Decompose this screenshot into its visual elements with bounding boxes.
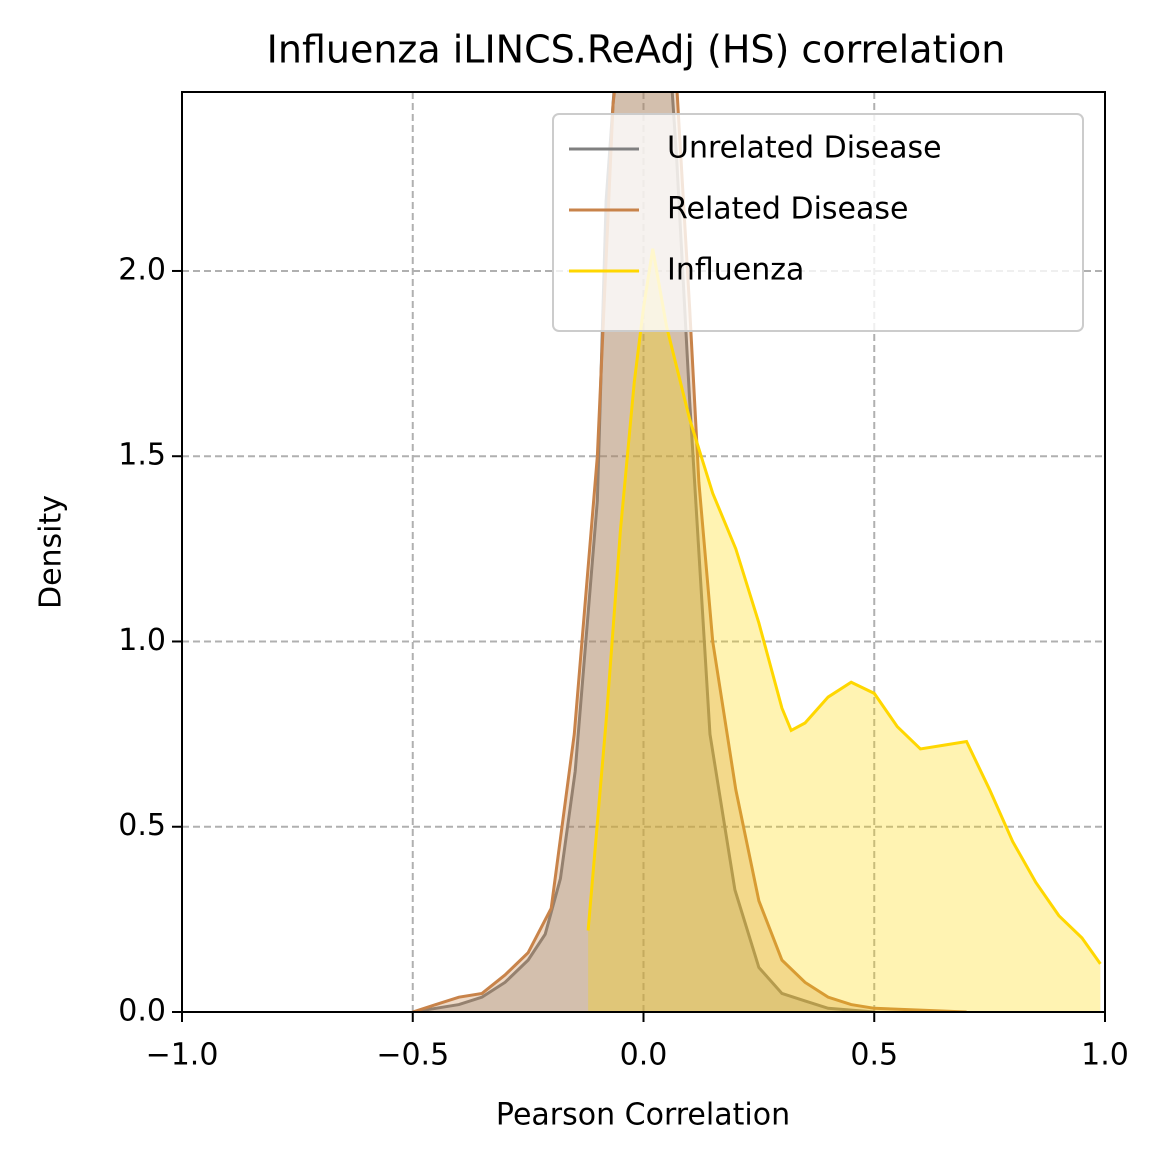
x-axis-label: Pearson Correlation	[496, 1098, 790, 1133]
legend-box	[552, 113, 1084, 332]
density-line	[412, 92, 875, 1012]
legend-label: Influenza	[667, 253, 804, 288]
chart-title: Influenza iLINCS.ReAdj (HS) correlation	[267, 28, 1006, 72]
y-tick-label: 1.0	[118, 623, 166, 658]
axes: −1.0 −0.5 0.0 0.5 1.0 0.0 0.5 1.0 1.5 2.0	[118, 252, 1129, 1072]
x-tick-label: 1.0	[1081, 1038, 1129, 1073]
density-area	[412, 92, 875, 1012]
legend-label: Unrelated Disease	[667, 131, 942, 166]
y-axis-label: Density	[34, 495, 69, 609]
y-tick-label: 0.0	[118, 994, 166, 1029]
legend: Unrelated Disease Related Disease Influenz…	[552, 113, 1084, 332]
x-tick-label: −0.5	[376, 1038, 449, 1073]
y-tick-label: 1.5	[118, 438, 166, 473]
x-tick-label: 0.0	[620, 1038, 668, 1073]
x-tick-label: −1.0	[146, 1038, 219, 1073]
legend-label: Related Disease	[667, 192, 908, 227]
density-area	[588, 248, 1101, 1012]
y-tick-label: 0.5	[118, 808, 166, 843]
y-tick-label: 2.0	[118, 252, 166, 287]
x-tick-label: 0.5	[850, 1038, 898, 1073]
density-area	[412, 92, 967, 1012]
